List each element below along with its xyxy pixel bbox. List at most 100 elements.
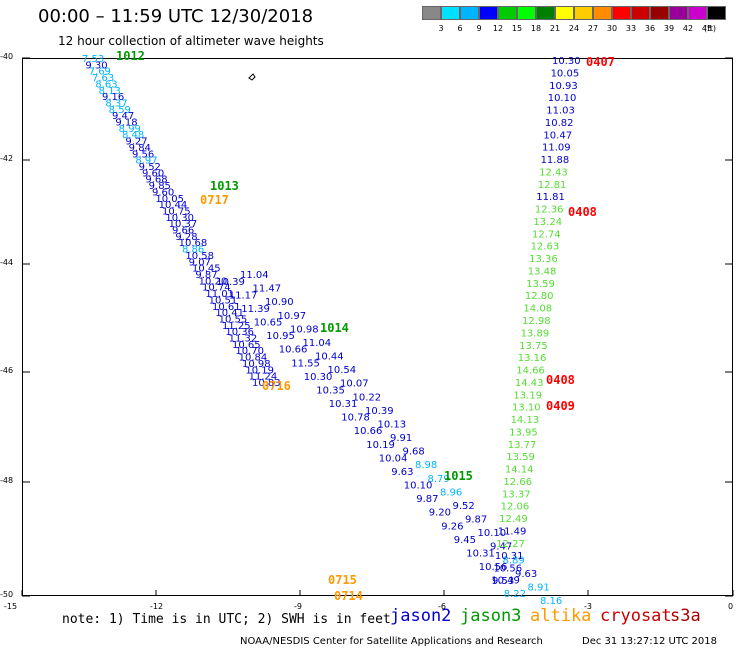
wave-height-value: 9.53 <box>492 576 514 587</box>
scale-label: 36 <box>644 24 656 33</box>
wave-height-value: 10.78 <box>341 413 370 424</box>
pass-label: 0407 <box>586 55 615 69</box>
wave-height-value: 10.98 <box>242 359 271 370</box>
wave-height-value: 10.97 <box>278 311 307 322</box>
y-tick-label: -46 <box>0 366 14 375</box>
wave-height-value: 9.18 <box>115 118 137 129</box>
wave-height-value: 10.61 <box>212 302 241 313</box>
scale-swatch <box>688 6 707 20</box>
wave-height-value: 8.89 <box>503 555 525 566</box>
scale-label: 9 <box>476 24 482 33</box>
wave-height-value: 14.14 <box>505 465 534 476</box>
wave-height-value: 10.74 <box>202 283 231 294</box>
wave-height-value: 14.13 <box>511 415 540 426</box>
wave-height-value: 12.66 <box>503 477 532 488</box>
wave-height-value: 9.27 <box>125 137 147 148</box>
wave-height-value: 12.49 <box>499 514 528 525</box>
wave-height-value: 10.95 <box>266 331 295 342</box>
wave-height-value: 8.48 <box>122 130 144 141</box>
pass-label: 0408 <box>546 373 575 387</box>
wave-height-value: 13.59 <box>506 452 535 463</box>
wave-height-value: 9.63 <box>515 569 537 580</box>
chart-subtitle: 12 hour collection of altimeter wave hei… <box>58 34 324 48</box>
pass-label: 0408 <box>568 205 597 219</box>
pass-label: 0409 <box>546 399 575 413</box>
scale-label: 6 <box>457 24 463 33</box>
wave-height-value: 9.20 <box>429 508 451 519</box>
wave-height-value: 9.47 <box>112 111 134 122</box>
wave-height-value: 10.98 <box>290 324 319 335</box>
wave-height-value: 10.30 <box>304 372 333 383</box>
wave-height-value: 9.47 <box>490 542 512 553</box>
wave-height-value: 8.97 <box>135 156 157 167</box>
scale-swatch <box>498 6 517 20</box>
scale-swatch <box>460 6 479 20</box>
wave-height-value: 13.37 <box>502 489 531 500</box>
wave-height-value: 8.91 <box>528 582 550 593</box>
y-tick-label: -48 <box>0 476 14 485</box>
wave-height-value: 14.43 <box>515 378 544 389</box>
wave-height-value: 11.03 <box>546 106 575 117</box>
pass-label: 1014 <box>320 321 349 335</box>
wave-height-value: 10.35 <box>316 385 345 396</box>
wave-height-value: 9.28 <box>175 232 197 243</box>
wave-height-value: 10.10 <box>478 528 507 539</box>
wave-height-value: 9.16 <box>102 92 124 103</box>
wave-height-value: 11.01 <box>205 289 234 300</box>
mission-jason2: jason2 <box>390 606 452 626</box>
wave-height-value: 9.68 <box>145 175 167 186</box>
scale-swatch <box>631 6 650 20</box>
island-outline <box>248 73 256 81</box>
wave-height-value: 8.37 <box>105 98 127 109</box>
wave-height-value: 12.98 <box>522 316 551 327</box>
wave-height-value: 9.30 <box>85 60 107 71</box>
wave-height-value: 14.66 <box>516 366 545 377</box>
wave-height-value: 9.52 <box>453 501 475 512</box>
wave-height-value: 8.79 <box>428 474 450 485</box>
scale-label: 33 <box>625 24 637 33</box>
wave-height-value: 13.48 <box>528 266 557 277</box>
wave-height-value: 11.32 <box>229 334 258 345</box>
wave-height-value: 7.63 <box>92 73 114 84</box>
wave-height-value: 10.19 <box>245 365 274 376</box>
wave-height-value: 13.19 <box>513 390 542 401</box>
wave-height-value: 11.17 <box>229 290 258 301</box>
wave-height-value: 10.66 <box>279 345 308 356</box>
wave-height-value: 10.05 <box>551 68 580 79</box>
wave-height-value: 10.70 <box>235 346 264 357</box>
wave-height-value: 10.19 <box>366 440 395 451</box>
pass-label: 0715 <box>328 573 357 587</box>
wave-height-value: 12.06 <box>501 502 530 513</box>
scale-swatch <box>422 6 441 20</box>
wave-height-value: 10.56 <box>479 562 508 573</box>
wave-height-value: 9.68 <box>403 447 425 458</box>
wave-height-value: 8.63 <box>95 79 117 90</box>
mission-altika: altika <box>530 606 592 626</box>
wave-height-value: 10.66 <box>354 426 383 437</box>
pass-label: 1015 <box>444 469 473 483</box>
wave-height-value: 10.13 <box>378 419 407 430</box>
scale-swatch <box>479 6 498 20</box>
scale-label: 27 <box>587 24 599 33</box>
scale-label: 42 <box>682 24 694 33</box>
footer-note: note: 1) Time is in UTC; 2) SWH is in fe… <box>62 612 391 627</box>
scale-label: 3 <box>438 24 444 33</box>
wave-height-value: 13.89 <box>521 328 550 339</box>
scale-swatch <box>574 6 593 20</box>
wave-height-value: 10.41 <box>215 308 244 319</box>
wave-height-value: 10.47 <box>543 130 572 141</box>
wave-height-value: 8.86 <box>182 245 204 256</box>
wave-height-value: 9.87 <box>195 270 217 281</box>
pass-label: 0716 <box>262 379 291 393</box>
wave-height-value: 10.55 <box>219 314 248 325</box>
wave-height-value: 11.49 <box>498 526 527 537</box>
wave-height-value: 8.16 <box>540 596 562 607</box>
wave-height-value: 9.87 <box>416 494 438 505</box>
scale-swatch <box>441 6 460 20</box>
wave-height-value: 13.75 <box>519 341 548 352</box>
wave-height-value: 12.63 <box>531 242 560 253</box>
wave-height-value: 13.77 <box>508 440 537 451</box>
y-tick-label: -40 <box>0 52 14 61</box>
scale-label: 24 <box>568 24 580 33</box>
scale-label: 18 <box>530 24 542 33</box>
